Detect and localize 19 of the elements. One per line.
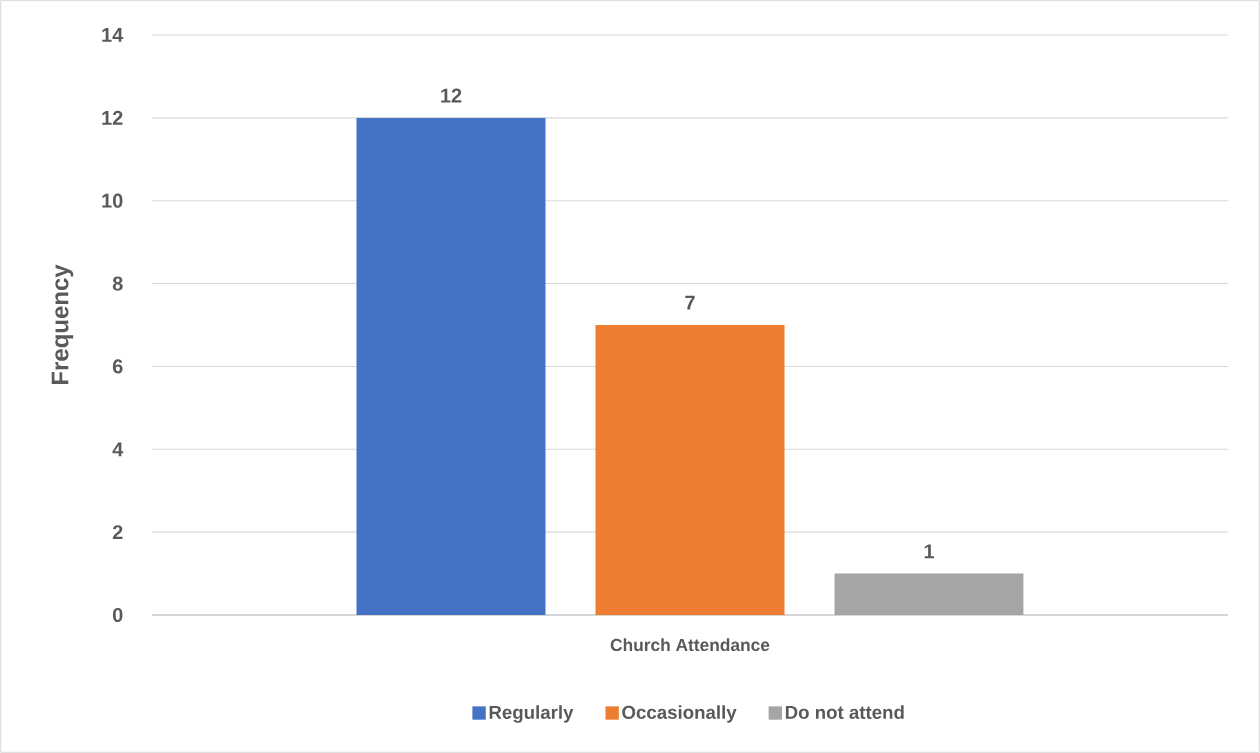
- y-tick-label: 6: [112, 359, 123, 374]
- y-tick-label: 2: [112, 525, 123, 540]
- bar: [834, 573, 1024, 615]
- y-tick-label: 14: [102, 28, 124, 42]
- data-label: 1: [924, 544, 934, 559]
- y-tick-label: 0: [112, 607, 123, 623]
- legend-label: Regularly: [489, 705, 574, 723]
- x-tick-label: Church Attendance: [610, 638, 770, 652]
- legend-label: Occasionally: [622, 705, 737, 723]
- y-tick-label: 10: [102, 193, 123, 208]
- bar: [595, 324, 785, 615]
- y-tick-label: 8: [112, 276, 123, 291]
- y-axis-title: Frequency: [51, 264, 74, 385]
- bar: [356, 117, 546, 615]
- data-label: 7: [685, 295, 695, 310]
- y-tick-label: 12: [102, 110, 123, 125]
- y-tick-label: 4: [112, 442, 124, 457]
- data-label: 12: [441, 88, 462, 103]
- legend-label: Do not attend: [785, 705, 904, 719]
